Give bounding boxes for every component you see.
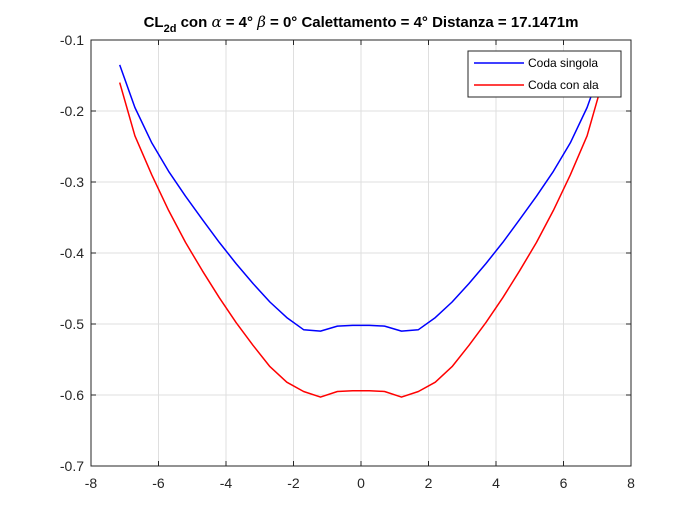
x-tick-label: -6 [152, 475, 165, 491]
title-part3: = 0° Calettamento = 4° Distanza = 17.147… [266, 14, 579, 31]
x-tick-label: -8 [85, 475, 98, 491]
ticks: -8 -6 -4 -2 0 2 4 6 8 -0.7 -0.6 -0.5 -0.4 -0.3 -0.2 -0.… [60, 32, 635, 491]
title-part2: = 4° [222, 14, 258, 31]
x-tick-label: 8 [627, 475, 635, 491]
legend-box [467, 50, 622, 98]
x-tick-label: 2 [425, 475, 433, 491]
y-tick-label: -0.2 [60, 103, 84, 119]
series-line-coda-con-ala [118, 82, 604, 398]
series-layer [118, 64, 604, 398]
chart-title: CL2d con α = 4° β = 0° Calettamento = 4°… [144, 13, 579, 35]
legend-label-coda-con-ala: Coda con ala [528, 78, 599, 92]
title-alpha-symbol: α [211, 13, 221, 31]
y-tick-label: -0.5 [60, 316, 84, 332]
x-tick-label: -2 [287, 475, 300, 491]
x-tick-label: -4 [220, 475, 233, 491]
y-tick-label: -0.7 [60, 458, 84, 474]
y-tick-label: -0.4 [60, 245, 84, 261]
y-tick-label: -0.3 [60, 174, 84, 190]
y-tick-label: -0.1 [60, 32, 84, 48]
x-tick-label: 0 [357, 475, 365, 491]
legend: Coda singola Coda con ala [467, 50, 622, 98]
series-line-coda-singola [118, 64, 604, 332]
title-prefix: CL [144, 14, 164, 31]
title-beta-symbol: β [256, 13, 266, 31]
x-tick-label: 4 [492, 475, 500, 491]
x-tick-label: 6 [560, 475, 568, 491]
title-subscript: 2d [164, 23, 177, 35]
grid [91, 40, 631, 466]
title-part1: con [176, 14, 211, 31]
legend-label-coda-singola: Coda singola [528, 56, 598, 70]
y-tick-label: -0.6 [60, 387, 84, 403]
